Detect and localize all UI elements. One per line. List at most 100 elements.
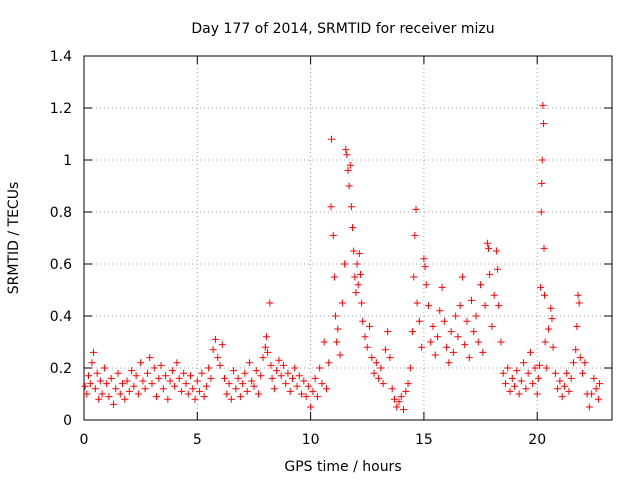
data-point <box>402 387 410 395</box>
data-point <box>349 224 357 232</box>
data-point <box>112 385 120 393</box>
data-point <box>468 296 476 304</box>
data-point <box>406 364 414 372</box>
data-point <box>254 390 262 398</box>
data-point <box>88 359 96 367</box>
data-point <box>506 387 514 395</box>
y-tick-label: 0 <box>63 413 72 429</box>
y-tick-label: 0.8 <box>50 205 72 221</box>
data-point <box>581 359 589 367</box>
data-point <box>370 369 378 377</box>
data-point <box>209 346 217 354</box>
data-point <box>449 348 457 356</box>
data-point <box>91 385 99 393</box>
data-point <box>227 395 235 403</box>
data-point <box>537 283 545 291</box>
data-point <box>193 377 201 385</box>
data-point <box>529 380 537 388</box>
data-point <box>424 302 432 310</box>
data-point <box>573 322 581 330</box>
data-point <box>223 390 231 398</box>
data-point <box>189 385 197 393</box>
data-point <box>350 247 358 255</box>
data-point <box>275 356 283 364</box>
data-point <box>320 338 328 346</box>
data-point <box>412 205 420 213</box>
data-point <box>286 387 294 395</box>
data-point <box>311 374 319 382</box>
data-point <box>279 361 287 369</box>
data-point <box>375 374 383 382</box>
data-point <box>130 382 138 390</box>
data-point <box>304 382 312 390</box>
x-axis-label: GPS time / hours <box>284 459 401 475</box>
data-point <box>520 359 528 367</box>
data-point <box>495 302 503 310</box>
data-point <box>490 291 498 299</box>
data-point <box>483 239 491 247</box>
x-tick-label: 5 <box>193 432 202 448</box>
data-point <box>551 369 559 377</box>
data-point <box>534 374 542 382</box>
axis-layer: 0 5 10 15 20 0 0.2 0.4 0.6 0.8 1 1.2 1.4 <box>50 49 613 448</box>
plot-frame <box>83 55 613 421</box>
y-tick-label: 0.2 <box>50 361 72 377</box>
data-point <box>128 367 136 375</box>
data-point <box>515 390 523 398</box>
data-point <box>445 359 453 367</box>
data-point <box>191 395 199 403</box>
data-point <box>452 312 460 320</box>
data-point <box>556 377 564 385</box>
data-point <box>484 244 492 252</box>
data-point <box>355 250 363 258</box>
data-point <box>216 361 224 369</box>
chart-title: Day 177 of 2014, SRMTID for receiver miz… <box>191 21 494 37</box>
data-point <box>302 393 310 401</box>
data-point <box>232 385 240 393</box>
data-point <box>316 364 324 372</box>
data-point <box>257 372 265 380</box>
data-point <box>522 385 530 393</box>
data-point <box>517 377 525 385</box>
data-point <box>479 348 487 356</box>
data-point <box>284 369 292 377</box>
data-point <box>146 354 154 362</box>
data-point <box>456 302 464 310</box>
data-point <box>268 374 276 382</box>
data-point <box>81 382 89 390</box>
data-point <box>322 385 330 393</box>
x-tick-label: 10 <box>302 432 320 448</box>
data-point <box>588 390 596 398</box>
data-point <box>508 374 516 382</box>
data-point <box>119 380 127 388</box>
data-point <box>334 325 342 333</box>
data-point <box>109 400 117 408</box>
data-point <box>465 354 473 362</box>
data-point <box>538 156 546 164</box>
data-point <box>153 393 161 401</box>
data-point <box>542 364 550 372</box>
data-point <box>524 369 532 377</box>
data-point <box>400 406 408 414</box>
data-point <box>166 377 174 385</box>
data-point <box>351 273 359 281</box>
data-point <box>137 359 145 367</box>
data-point <box>148 380 156 388</box>
data-point <box>171 382 179 390</box>
data-point <box>277 372 285 380</box>
data-point <box>155 374 163 382</box>
data-point <box>359 317 367 325</box>
data-point <box>342 146 350 154</box>
data-point <box>225 380 233 388</box>
data-point <box>477 281 485 289</box>
data-point <box>100 364 108 372</box>
data-point <box>366 322 374 330</box>
data-point <box>511 382 519 390</box>
data-point <box>116 390 124 398</box>
data-point <box>549 343 557 351</box>
x-tick-label: 20 <box>528 432 546 448</box>
data-point <box>341 260 349 268</box>
data-point <box>282 380 290 388</box>
data-point <box>259 354 267 362</box>
